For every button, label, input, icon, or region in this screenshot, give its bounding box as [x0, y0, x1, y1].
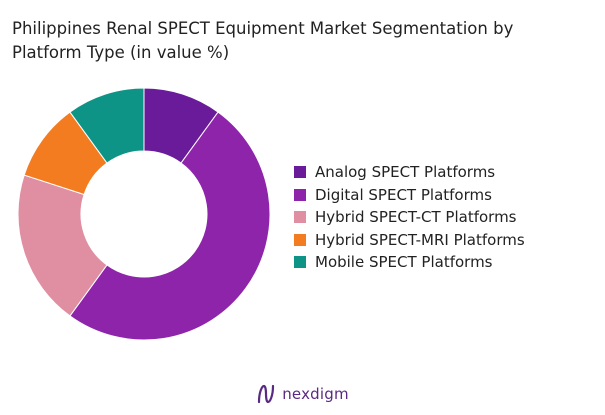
donut-slice-hybrid-spect-ct: [17, 174, 108, 317]
chart-title-line-1: Philippines Renal SPECT Equipment Market…: [12, 19, 514, 39]
legend-item-analog-spect: Analog SPECT Platforms: [294, 161, 525, 184]
donut-slice-mobile-spect: [69, 87, 145, 164]
legend-item-digital-spect: Digital SPECT Platforms: [294, 184, 525, 207]
legend-label-hybrid-spect-ct: Hybrid SPECT-CT Platforms: [315, 208, 517, 227]
legend-label-mobile-spect: Mobile SPECT Platforms: [315, 253, 493, 272]
chart-legend: Analog SPECT Platforms Digital SPECT Pla…: [294, 161, 525, 274]
legend-label-hybrid-spect-mri: Hybrid SPECT-MRI Platforms: [315, 230, 525, 249]
legend-swatch-mobile-spect: [294, 256, 306, 269]
donut-slice-digital-spect: [69, 111, 271, 341]
legend-swatch-hybrid-spect-mri: [294, 233, 306, 246]
nexdigm-logo-icon: [258, 384, 275, 404]
brand-name: nexdigm: [282, 385, 349, 403]
legend-item-hybrid-spect-ct: Hybrid SPECT-CT Platforms: [294, 206, 525, 229]
legend-swatch-digital-spect: [294, 188, 306, 201]
brand-footer: nexdigm: [0, 382, 605, 406]
chart-title-line-2: Platform Type (in value %): [12, 43, 230, 63]
chart-title: Philippines Renal SPECT Equipment Market…: [12, 17, 597, 65]
legend-item-mobile-spect: Mobile SPECT Platforms: [294, 251, 525, 274]
legend-label-analog-spect: Analog SPECT Platforms: [315, 163, 496, 182]
legend-item-hybrid-spect-mri: Hybrid SPECT-MRI Platforms: [294, 229, 525, 252]
legend-swatch-analog-spect: [294, 166, 306, 179]
legend-label-digital-spect: Digital SPECT Platforms: [315, 185, 492, 204]
legend-swatch-hybrid-spect-ct: [294, 211, 306, 224]
